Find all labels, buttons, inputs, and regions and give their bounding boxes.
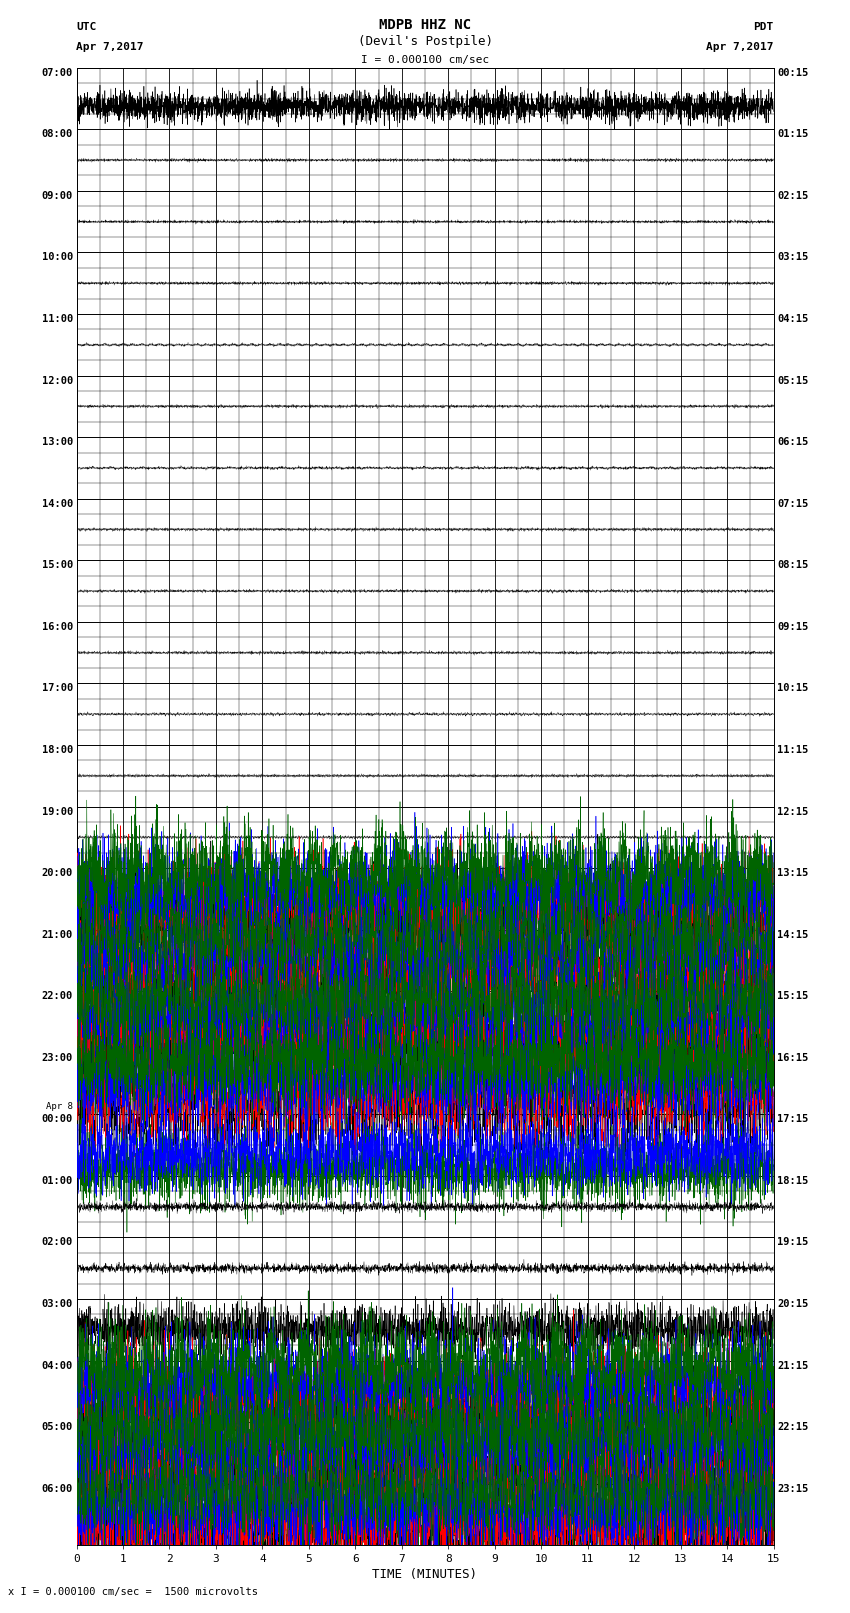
Text: 13:15: 13:15: [777, 868, 808, 877]
Text: 17:15: 17:15: [777, 1115, 808, 1124]
Text: 15:15: 15:15: [777, 990, 808, 1002]
Text: 17:00: 17:00: [42, 684, 73, 694]
Text: 14:00: 14:00: [42, 498, 73, 508]
Text: (Devil's Postpile): (Devil's Postpile): [358, 35, 492, 48]
Text: 20:15: 20:15: [777, 1298, 808, 1310]
Text: 12:15: 12:15: [777, 806, 808, 816]
Text: 05:00: 05:00: [42, 1423, 73, 1432]
Text: 04:15: 04:15: [777, 315, 808, 324]
Text: PDT: PDT: [753, 23, 774, 32]
Text: UTC: UTC: [76, 23, 97, 32]
Text: MDPB HHZ NC: MDPB HHZ NC: [379, 18, 471, 32]
Text: 16:00: 16:00: [42, 621, 73, 632]
Text: 23:00: 23:00: [42, 1053, 73, 1063]
Text: 22:00: 22:00: [42, 990, 73, 1002]
Text: x I = 0.000100 cm/sec =  1500 microvolts: x I = 0.000100 cm/sec = 1500 microvolts: [8, 1587, 258, 1597]
Text: 07:15: 07:15: [777, 498, 808, 508]
Text: 06:15: 06:15: [777, 437, 808, 447]
Text: 04:00: 04:00: [42, 1361, 73, 1371]
Text: 19:00: 19:00: [42, 806, 73, 816]
Text: 11:15: 11:15: [777, 745, 808, 755]
Text: 06:00: 06:00: [42, 1484, 73, 1494]
Text: 00:00: 00:00: [42, 1115, 73, 1124]
Text: 13:00: 13:00: [42, 437, 73, 447]
Text: 21:15: 21:15: [777, 1361, 808, 1371]
Text: 10:00: 10:00: [42, 253, 73, 263]
Text: 03:00: 03:00: [42, 1298, 73, 1310]
Text: 19:15: 19:15: [777, 1237, 808, 1247]
Text: 18:15: 18:15: [777, 1176, 808, 1186]
Text: 03:15: 03:15: [777, 253, 808, 263]
Text: 08:00: 08:00: [42, 129, 73, 139]
Text: 08:15: 08:15: [777, 560, 808, 571]
Text: 01:15: 01:15: [777, 129, 808, 139]
Text: 02:15: 02:15: [777, 190, 808, 202]
Text: 21:00: 21:00: [42, 929, 73, 940]
Text: 10:15: 10:15: [777, 684, 808, 694]
Text: 22:15: 22:15: [777, 1423, 808, 1432]
Text: 16:15: 16:15: [777, 1053, 808, 1063]
Text: I = 0.000100 cm/sec: I = 0.000100 cm/sec: [361, 55, 489, 65]
Text: 14:15: 14:15: [777, 929, 808, 940]
Text: 11:00: 11:00: [42, 315, 73, 324]
Text: 09:00: 09:00: [42, 190, 73, 202]
Text: Apr 8: Apr 8: [46, 1102, 73, 1111]
Text: 02:00: 02:00: [42, 1237, 73, 1247]
Text: Apr 7,2017: Apr 7,2017: [706, 42, 774, 52]
Text: 01:00: 01:00: [42, 1176, 73, 1186]
Text: 05:15: 05:15: [777, 376, 808, 386]
Text: 07:00: 07:00: [42, 68, 73, 77]
Text: 23:15: 23:15: [777, 1484, 808, 1494]
Text: 20:00: 20:00: [42, 868, 73, 877]
Text: 18:00: 18:00: [42, 745, 73, 755]
Text: 12:00: 12:00: [42, 376, 73, 386]
X-axis label: TIME (MINUTES): TIME (MINUTES): [372, 1568, 478, 1581]
Text: 15:00: 15:00: [42, 560, 73, 571]
Text: 09:15: 09:15: [777, 621, 808, 632]
Text: 00:15: 00:15: [777, 68, 808, 77]
Text: Apr 7,2017: Apr 7,2017: [76, 42, 144, 52]
